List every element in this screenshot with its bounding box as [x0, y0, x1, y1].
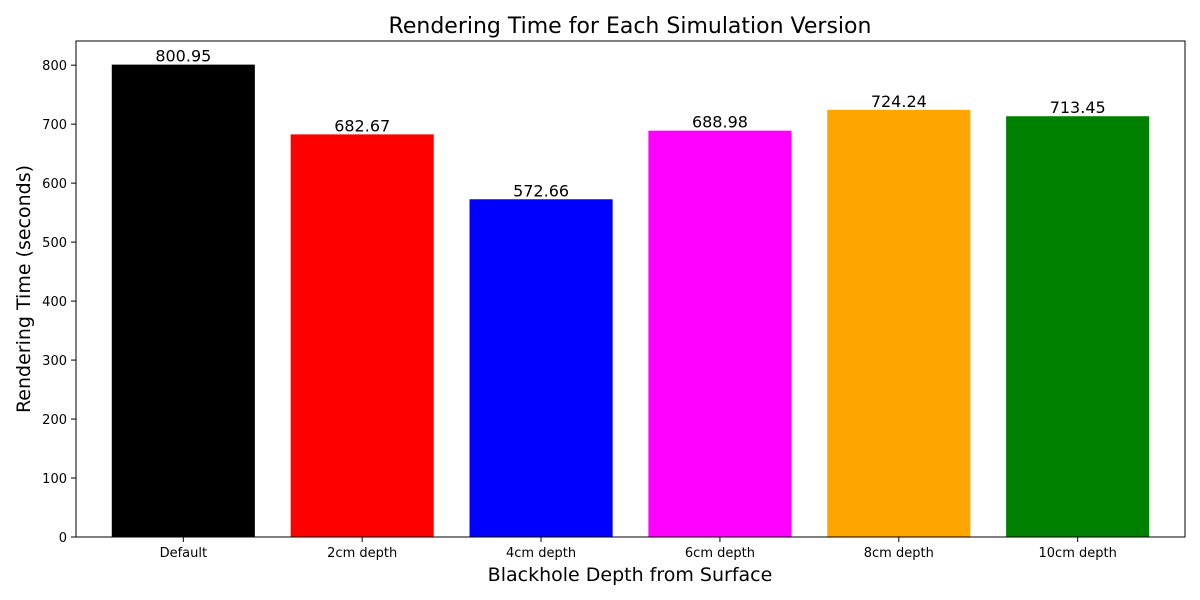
plot-area-frame — [75, 40, 1186, 538]
data-label-1: 682.67 — [334, 116, 390, 135]
data-labels-layer: 800.95 682.67 572.66 688.98 724.24 713.45 — [155, 47, 1105, 201]
data-label-3: 688.98 — [692, 113, 748, 132]
y-tick-label-0: 0 — [59, 531, 67, 546]
bar-3 — [648, 130, 792, 537]
bar-5 — [1006, 116, 1150, 537]
x-tick-label-5: 10cm depth — [1039, 546, 1117, 561]
data-label-2: 572.66 — [513, 181, 569, 200]
y-tick-label-7: 700 — [42, 118, 67, 133]
y-tick-label-6: 600 — [42, 177, 67, 192]
x-tick-label-3: 6cm depth — [685, 546, 755, 561]
bar-1 — [290, 134, 434, 537]
y-tick-label-2: 200 — [42, 413, 67, 428]
x-axis-title: Blackhole Depth from Surface — [488, 564, 773, 586]
x-tick-label-4: 8cm depth — [864, 546, 934, 561]
data-label-4: 724.24 — [871, 92, 927, 111]
y-tick-label-8: 800 — [42, 59, 67, 74]
y-tick-label-5: 500 — [42, 236, 67, 251]
bars-layer — [111, 64, 1150, 538]
y-tick-label-3: 300 — [42, 354, 67, 369]
data-label-0: 800.95 — [155, 47, 211, 66]
x-tick-label-2: 4cm depth — [506, 546, 576, 561]
y-axis-title: Rendering Time (seconds) — [13, 165, 35, 413]
x-tick-label-1: 2cm depth — [327, 546, 397, 561]
y-tick-label-1: 100 — [42, 472, 67, 487]
bar-4 — [827, 109, 971, 538]
y-tick-label-4: 400 — [42, 295, 67, 310]
y-axis-ticks: 0 100 200 300 400 500 600 700 800 — [42, 59, 76, 546]
data-label-5: 713.45 — [1050, 98, 1106, 117]
bar-0 — [111, 64, 255, 538]
x-axis-ticks: Default 2cm depth 4cm depth 6cm depth 8cm de… — [160, 537, 1117, 561]
x-tick-label-0: Default — [160, 546, 208, 561]
bar-2 — [469, 199, 613, 537]
chart-title: Rendering Time for Each Simulation Versi… — [389, 14, 872, 39]
